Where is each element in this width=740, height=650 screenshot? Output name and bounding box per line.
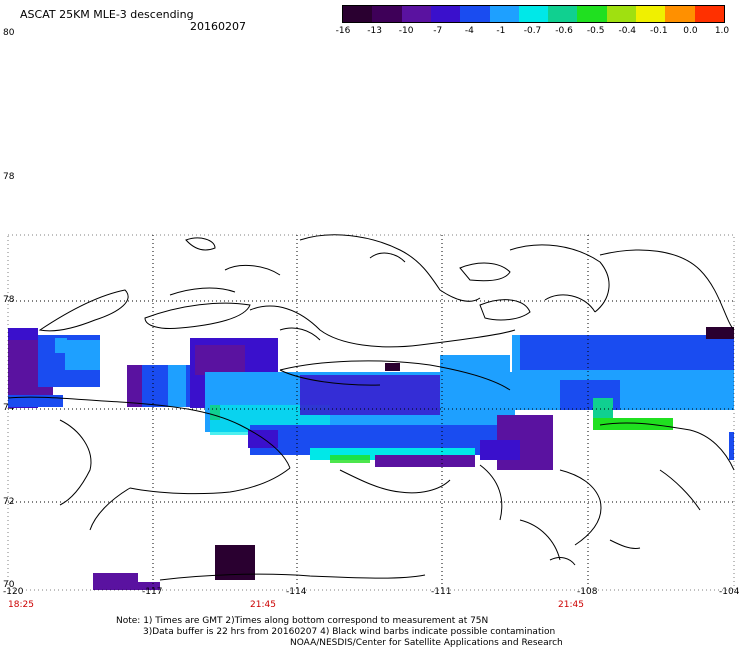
time-label-1: 18:25 [8,600,34,610]
lat-label-80: 80 [3,28,15,38]
colorbar-tick-label: -10 [398,26,414,36]
colorbar-tick-label: -0.6 [555,26,573,36]
grid-lines [8,235,734,590]
note-line-3: NOAA/NESDIS/Center for Satellite Applica… [290,638,563,648]
colorbar-segment [606,6,637,22]
colorbar-segment [372,6,403,22]
wind-speed-pixels [8,327,734,590]
colorbar-segment [401,6,432,22]
lon-label-104: -104 [719,587,740,597]
product-title: ASCAT 25KM MLE-3 descending [20,8,194,21]
colorbar [342,5,725,23]
lon-label-111: -111 [431,587,452,597]
colorbar-tick-label: -13 [367,26,382,36]
colorbar-tick-label: 0.0 [683,26,698,36]
colorbar-tick-label: -7 [433,26,443,36]
colorbar-segment [694,6,725,22]
colorbar-tick-label: -0.5 [586,26,605,36]
product-date: 20160207 [190,20,246,33]
time-label-2: 21:45 [250,600,276,610]
note-line-1: Note: 1) Times are GMT 2)Times along bot… [116,616,489,626]
colorbar-segment [489,6,520,22]
time-label-3: 21:45 [558,600,584,610]
lon-label-108: -108 [577,587,598,597]
colorbar-segment [518,6,549,22]
lon-label-117: -117 [142,587,163,597]
colorbar-tick-label: -0.7 [523,26,542,36]
lat-label-78-top: 78 [3,172,15,182]
lat-label-70: 70 [3,580,15,590]
colorbar-segment [577,6,608,22]
colorbar-tick-label: 1.0 [714,26,730,36]
coastlines [7,234,735,581]
colorbar-tick-label: -0.1 [650,26,668,36]
colorbar-tick-label: -16 [335,26,351,36]
colorbar-tick-label: -0.4 [618,26,637,36]
colorbar-segment [636,6,666,22]
colorbar-segment [548,6,578,22]
colorbar-segment [430,6,461,22]
lon-label-120: -120 [3,587,24,597]
colorbar-segment [460,6,491,22]
colorbar-segment [343,6,373,22]
lon-label-114: -114 [286,587,307,597]
note-line-2: 3)Data buffer is 22 hrs from 20160207 4)… [143,627,556,637]
colorbar-tick-label: -4 [464,26,474,36]
lat-label-78: 78 [3,295,15,305]
colorbar-segment [665,6,696,22]
colorbar-tick-label: -1 [496,26,506,36]
